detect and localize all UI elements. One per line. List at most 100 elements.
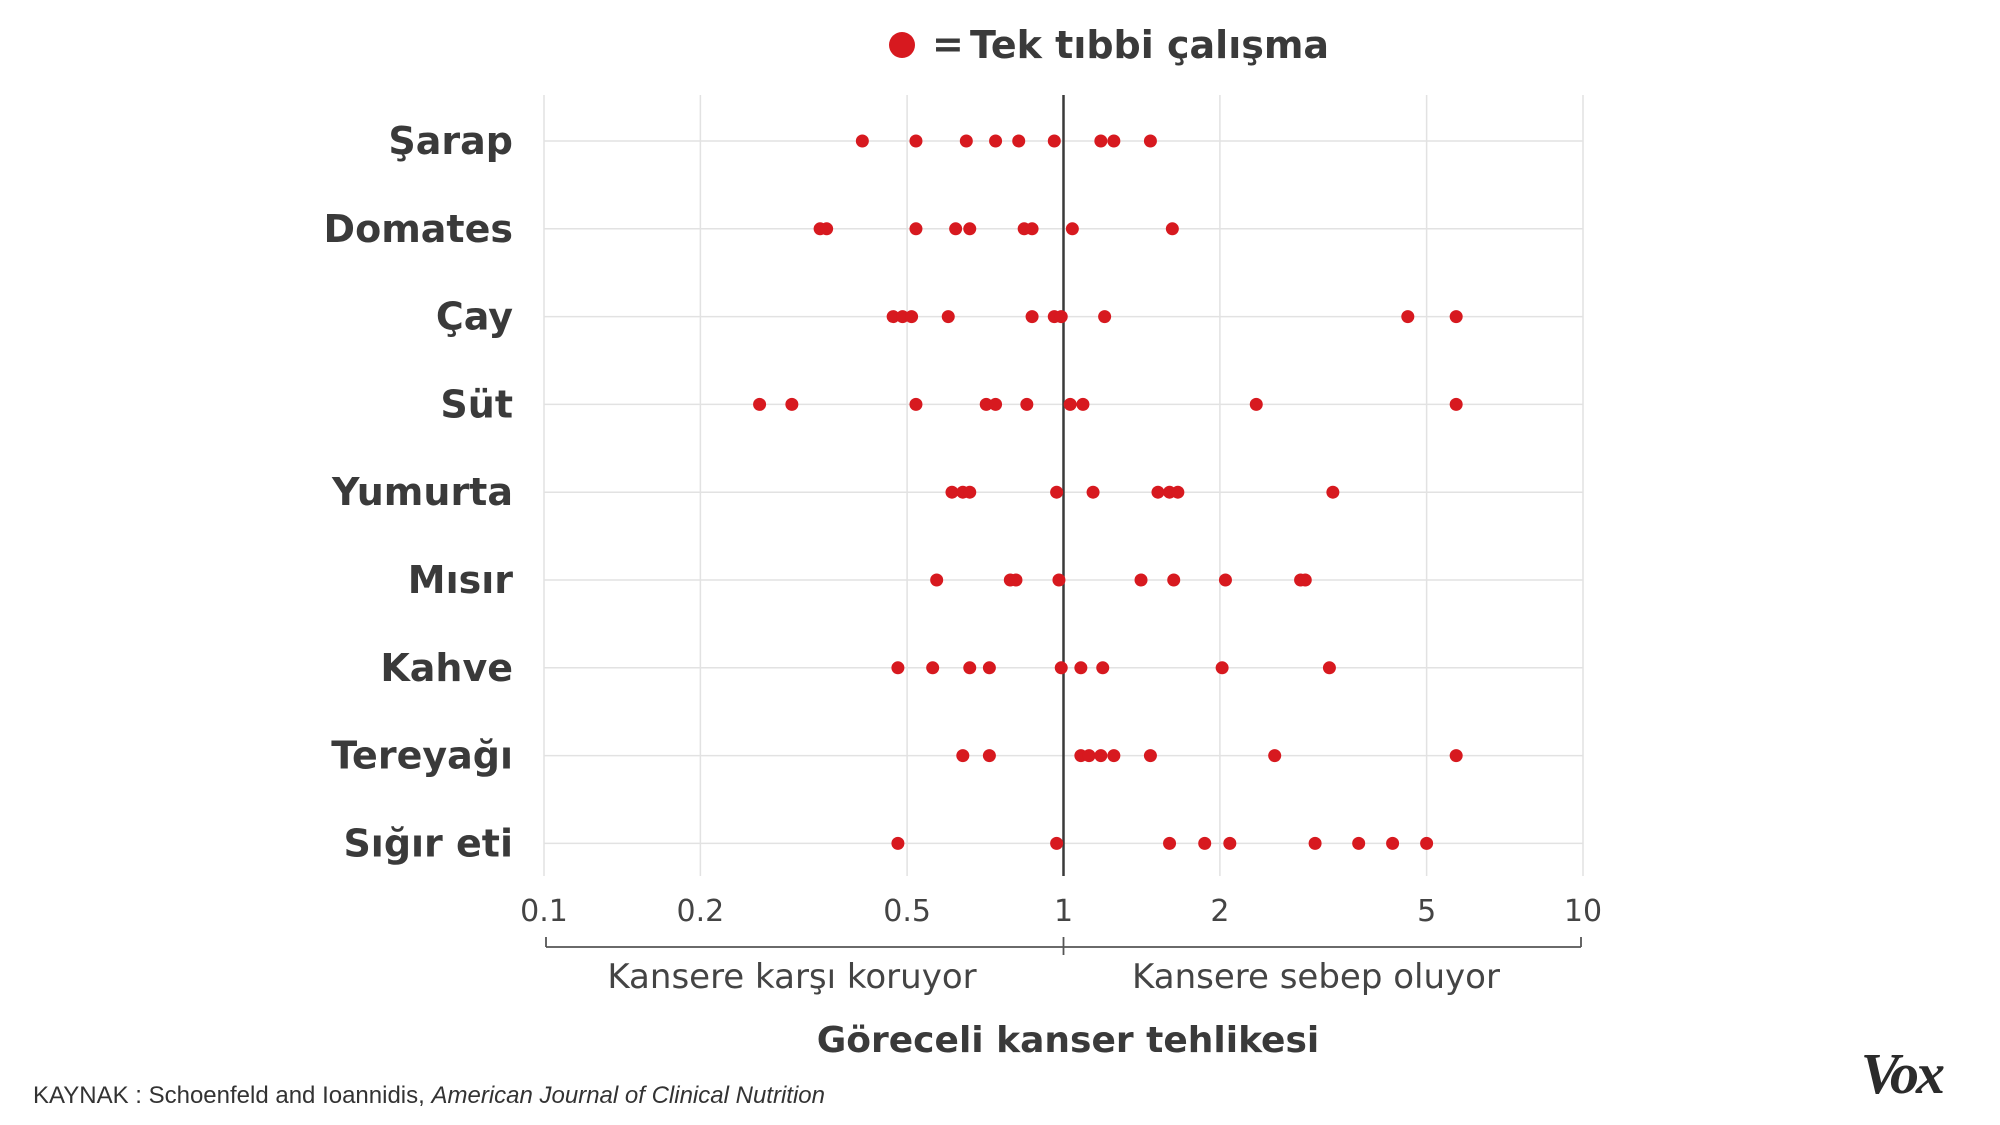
data-point bbox=[945, 485, 959, 499]
data-point bbox=[1163, 836, 1177, 850]
category-label: Domates bbox=[324, 207, 513, 251]
data-point bbox=[1322, 661, 1336, 675]
data-point bbox=[963, 661, 977, 675]
data-point bbox=[1143, 749, 1157, 763]
data-point bbox=[1082, 749, 1096, 763]
data-point bbox=[909, 134, 923, 148]
data-point bbox=[1012, 134, 1026, 148]
data-point bbox=[1449, 749, 1463, 763]
data-point bbox=[909, 397, 923, 411]
data-point bbox=[1086, 485, 1100, 499]
data-point bbox=[963, 222, 977, 236]
data-point bbox=[1167, 573, 1181, 587]
data-point bbox=[1094, 134, 1108, 148]
data-point bbox=[1249, 397, 1263, 411]
data-point bbox=[1308, 836, 1322, 850]
data-point bbox=[1143, 134, 1157, 148]
range-label-left: Kansere karşı koruyor bbox=[607, 957, 976, 997]
data-point bbox=[1420, 836, 1434, 850]
data-point bbox=[905, 310, 919, 324]
data-point bbox=[886, 310, 900, 324]
data-point bbox=[896, 310, 910, 324]
x-tick-label: 0.2 bbox=[677, 894, 725, 929]
category-label: Sığır eti bbox=[343, 821, 513, 865]
data-point bbox=[753, 397, 767, 411]
x-tick-label: 10 bbox=[1564, 894, 1602, 929]
data-point bbox=[1050, 836, 1064, 850]
data-point bbox=[1401, 310, 1415, 324]
data-point bbox=[1094, 749, 1108, 763]
data-point bbox=[1215, 661, 1229, 675]
data-point bbox=[891, 661, 905, 675]
data-point bbox=[1107, 134, 1121, 148]
data-point bbox=[1065, 222, 1079, 236]
x-tick-label: 0.5 bbox=[883, 894, 931, 929]
data-point bbox=[1025, 222, 1039, 236]
x-tick-label: 0.1 bbox=[520, 894, 568, 929]
data-point bbox=[1165, 222, 1179, 236]
data-point bbox=[1298, 573, 1312, 587]
data-point bbox=[1050, 485, 1064, 499]
data-point bbox=[1198, 836, 1212, 850]
data-point bbox=[1020, 397, 1034, 411]
data-point bbox=[785, 397, 799, 411]
category-label: Yumurta bbox=[331, 470, 513, 514]
data-point bbox=[1025, 310, 1039, 324]
data-point bbox=[1134, 573, 1148, 587]
data-point bbox=[1107, 749, 1121, 763]
data-point bbox=[855, 134, 869, 148]
data-point bbox=[926, 661, 940, 675]
range-bracket bbox=[545, 937, 1582, 955]
data-point bbox=[1098, 310, 1112, 324]
data-point bbox=[1054, 310, 1068, 324]
data-point bbox=[1074, 661, 1088, 675]
data-point bbox=[930, 573, 944, 587]
vox-logo: Vox bbox=[1860, 1041, 1945, 1106]
data-point bbox=[820, 222, 834, 236]
legend-text: Tek tıbbi çalışma bbox=[970, 23, 1329, 67]
data-point bbox=[941, 310, 955, 324]
category-label: Süt bbox=[440, 382, 513, 426]
data-point bbox=[1449, 310, 1463, 324]
x-axis-ticks: 0.1 0.2 0.5 1 2 5 10 bbox=[520, 894, 1602, 929]
data-point bbox=[956, 749, 970, 763]
data-point bbox=[909, 222, 923, 236]
category-label: Şarap bbox=[388, 119, 513, 163]
data-point bbox=[982, 661, 996, 675]
data-point bbox=[1268, 749, 1282, 763]
range-label-right: Kansere sebep oluyor bbox=[1132, 957, 1500, 997]
data-point bbox=[1171, 485, 1185, 499]
category-label: Tereyağı bbox=[331, 734, 513, 778]
data-point bbox=[963, 485, 977, 499]
legend-equals: = bbox=[932, 22, 964, 66]
source-label: KAYNAK : Schoenfeld and Ioannidis, bbox=[33, 1082, 432, 1109]
data-point bbox=[891, 836, 905, 850]
category-labels: Şarap Domates Çay Süt Yumurta Mısır Kahve Terey… bbox=[324, 119, 514, 865]
data-point bbox=[1047, 134, 1061, 148]
data-point bbox=[949, 222, 963, 236]
source-note: KAYNAK : Schoenfeld and Ioannidis, Ameri… bbox=[33, 1082, 825, 1110]
data-point bbox=[1054, 661, 1068, 675]
data-point bbox=[1223, 836, 1237, 850]
data-point bbox=[989, 397, 1003, 411]
data-point bbox=[1076, 397, 1090, 411]
data-point bbox=[1151, 485, 1165, 499]
data-point bbox=[1449, 397, 1463, 411]
data-point bbox=[1096, 661, 1110, 675]
data-point bbox=[1326, 485, 1340, 499]
data-point bbox=[1218, 573, 1232, 587]
data-point bbox=[979, 397, 993, 411]
data-point bbox=[1052, 573, 1066, 587]
data-point bbox=[1063, 397, 1077, 411]
legend: = Tek tıbbi çalışma bbox=[889, 22, 1329, 67]
x-tick-label: 5 bbox=[1417, 894, 1436, 929]
data-point bbox=[1009, 573, 1023, 587]
data-point bbox=[989, 134, 1003, 148]
legend-marker bbox=[889, 32, 915, 58]
category-label: Kahve bbox=[380, 646, 513, 690]
x-tick-label: 2 bbox=[1210, 894, 1229, 929]
category-label: Çay bbox=[436, 295, 513, 339]
x-tick-label: 1 bbox=[1054, 894, 1073, 929]
data-point bbox=[1352, 836, 1366, 850]
